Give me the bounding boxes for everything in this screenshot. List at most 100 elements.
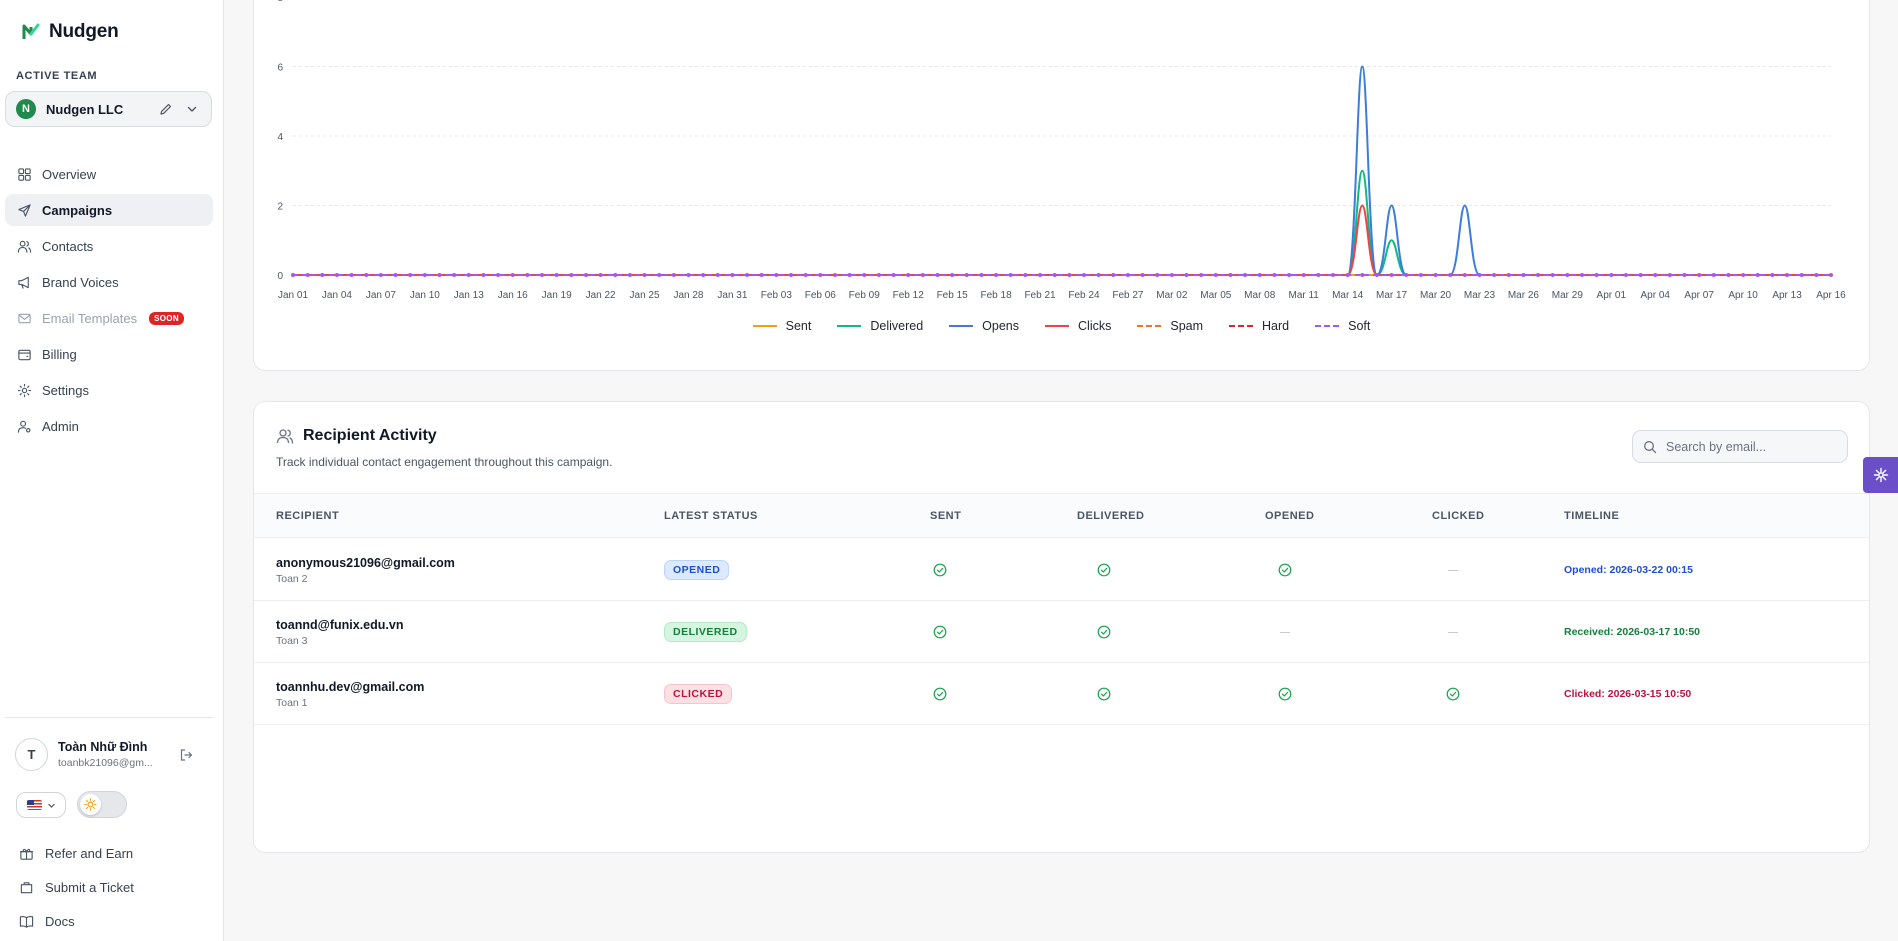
x-tick-label: Mar 23	[1464, 290, 1496, 301]
footer-link-label: Refer and Earn	[45, 845, 134, 861]
data-point	[1682, 273, 1687, 277]
language-selector[interactable]	[16, 792, 66, 818]
column-header-clicked[interactable]: CLICKED	[1432, 510, 1485, 522]
legend-swatch	[1229, 325, 1254, 327]
theme-toggle[interactable]	[77, 791, 127, 818]
column-header-recipient[interactable]: RECIPIENT	[276, 510, 340, 522]
data-point	[642, 273, 647, 277]
user-email: toanbk21096@gm...	[58, 757, 153, 769]
legend-item-opens[interactable]: Opens	[949, 319, 1019, 333]
x-tick-label: Jan 07	[366, 290, 396, 301]
x-tick-label: Apr 07	[1684, 290, 1714, 301]
sidebar-item-brand-voices[interactable]: Brand Voices	[5, 266, 213, 298]
x-tick-label: Apr 13	[1772, 290, 1802, 301]
table-row[interactable]: toannhu.dev@gmail.com Toan 1 CLICKED Clicke…	[254, 663, 1869, 725]
legend-item-hard[interactable]: Hard	[1229, 319, 1289, 333]
footer-link-refer-and-earn[interactable]: Refer and Earn	[18, 836, 208, 870]
data-point	[759, 273, 764, 277]
sidebar-item-billing[interactable]: Billing	[5, 338, 213, 370]
data-point	[1301, 273, 1306, 277]
search-box[interactable]	[1632, 430, 1848, 463]
legend-label: Delivered	[870, 319, 924, 333]
data-point	[745, 273, 750, 277]
data-point	[1711, 273, 1716, 277]
sidebar-item-contacts[interactable]: Contacts	[5, 230, 213, 262]
data-point	[920, 273, 925, 277]
soon-badge: SOON	[149, 311, 184, 325]
data-point	[1462, 273, 1467, 277]
legend-item-soft[interactable]: Soft	[1315, 319, 1370, 333]
data-point	[891, 273, 896, 277]
y-tick-label: 6	[277, 63, 283, 74]
brand[interactable]: Nudgen	[22, 21, 119, 43]
status-cell: OPENED	[664, 560, 730, 580]
data-point	[1111, 273, 1116, 277]
data-point	[1038, 273, 1043, 277]
recipient-cell: toannhu.dev@gmail.com Toan 1	[276, 680, 424, 709]
data-point	[1492, 273, 1497, 277]
data-point	[686, 273, 691, 277]
x-tick-label: Jan 13	[454, 290, 484, 301]
sidebar-item-overview[interactable]: Overview	[5, 158, 213, 190]
x-tick-label: Feb 24	[1068, 290, 1100, 301]
data-point	[1052, 273, 1057, 277]
data-point	[950, 273, 955, 277]
x-tick-label: Apr 16	[1816, 290, 1846, 301]
data-point	[334, 273, 339, 277]
assistant-button[interactable]	[1863, 457, 1898, 493]
user-name: Toàn Nhữ Đình	[58, 740, 148, 754]
user-profile[interactable]: T Toàn Nhữ Đình toanbk21096@gm...	[15, 738, 195, 771]
data-point	[832, 273, 837, 277]
data-point	[1125, 273, 1130, 277]
sidebar-item-label: Brand Voices	[42, 274, 119, 290]
dash-icon	[1448, 632, 1458, 633]
data-point	[481, 273, 486, 277]
legend-item-clicks[interactable]: Clicks	[1045, 319, 1111, 333]
sidebar-item-settings[interactable]: Settings	[5, 374, 213, 406]
footer-link-submit-a-ticket[interactable]: Submit a Ticket	[18, 870, 208, 904]
data-point	[1594, 273, 1599, 277]
data-point	[627, 273, 632, 277]
chevron-down-icon[interactable]	[183, 100, 201, 118]
data-point	[598, 273, 603, 277]
data-point	[422, 273, 427, 277]
data-point	[1638, 273, 1643, 277]
x-tick-label: Feb 15	[937, 290, 969, 301]
sidebar-item-email-templates[interactable]: Email Templates SOON	[5, 302, 213, 334]
data-point	[1023, 273, 1028, 277]
sidebar-item-label: Contacts	[42, 238, 94, 254]
legend-swatch	[1137, 325, 1162, 327]
legend-swatch	[837, 325, 862, 327]
legend-label: Spam	[1170, 319, 1204, 333]
column-header-delivered[interactable]: DELIVERED	[1077, 510, 1145, 522]
team-selector[interactable]: N Nudgen LLC	[5, 91, 212, 127]
dash-icon	[1448, 570, 1458, 571]
series-line-clicks	[293, 204, 1831, 276]
sidebar-item-admin[interactable]: Admin	[5, 410, 213, 442]
data-point	[1579, 273, 1584, 277]
search-input[interactable]	[1666, 439, 1836, 454]
column-header-opened[interactable]: OPENED	[1265, 510, 1315, 522]
sidebar-item-label: Overview	[42, 166, 97, 182]
footer-link-docs[interactable]: Docs	[18, 904, 208, 938]
logout-icon[interactable]	[177, 746, 195, 764]
column-header-sent[interactable]: SENT	[930, 510, 962, 522]
data-point	[1433, 273, 1438, 277]
column-header-timeline[interactable]: TIMELINE	[1564, 510, 1620, 522]
pencil-icon[interactable]	[157, 100, 175, 118]
table-row[interactable]: anonymous21096@gmail.com Toan 2 OPENED Open…	[254, 539, 1869, 601]
legend-item-sent[interactable]: Sent	[752, 319, 811, 333]
data-point	[1477, 273, 1482, 277]
x-tick-label: Feb 12	[893, 290, 925, 301]
column-header-status[interactable]: LATEST STATUS	[664, 510, 758, 522]
table-row[interactable]: toannd@funix.edu.vn Toan 3 DELIVERED Receiv…	[254, 601, 1869, 663]
legend-item-delivered[interactable]: Delivered	[837, 319, 923, 333]
sidebar-item-campaigns[interactable]: Campaigns	[5, 194, 213, 226]
footer-link-label: Submit a Ticket	[45, 879, 134, 895]
data-point	[715, 273, 720, 277]
check-circle-icon	[1097, 563, 1111, 582]
table-header: RECIPIENT LATEST STATUS SENT DELIVERED O…	[254, 493, 1869, 538]
x-tick-label: Jan 01	[278, 290, 308, 301]
legend-item-spam[interactable]: Spam	[1137, 319, 1203, 333]
data-point	[789, 273, 794, 277]
